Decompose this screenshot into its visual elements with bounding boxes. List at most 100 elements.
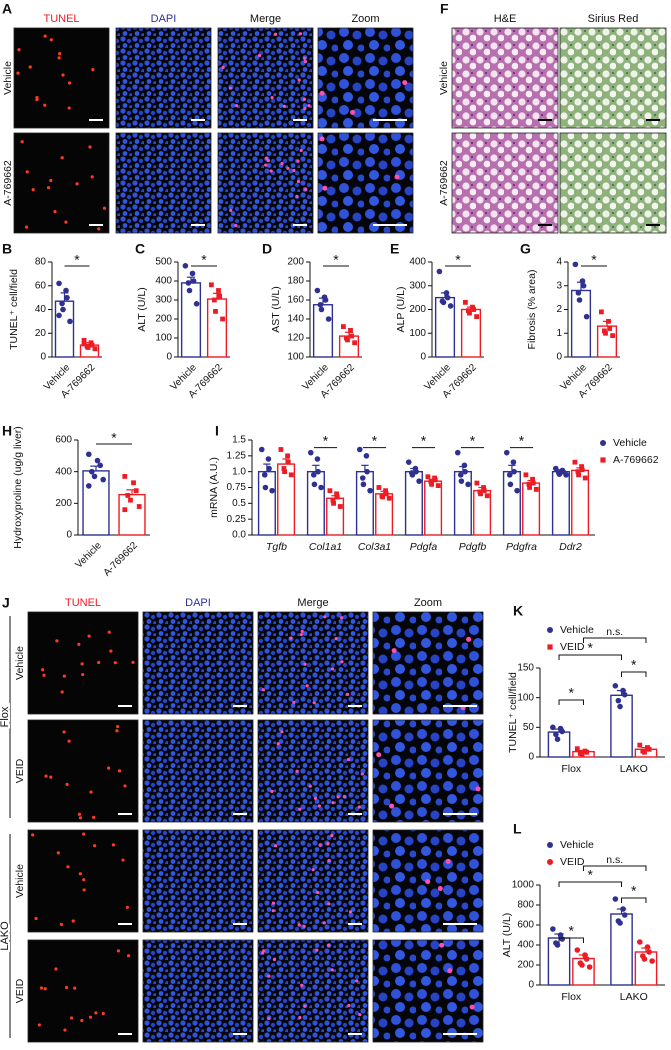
panel-letter: B (2, 241, 12, 257)
data-point (416, 478, 422, 484)
data-point (363, 453, 370, 459)
data-point (481, 488, 487, 494)
data-point (92, 346, 98, 352)
micrograph (142, 939, 254, 1043)
data-point (330, 497, 336, 503)
tunel-signal (71, 919, 75, 923)
tunel-signal (330, 968, 334, 972)
tunel-signal (286, 166, 290, 170)
data-point (185, 280, 192, 286)
data-point (122, 507, 128, 513)
tunel-signal (402, 80, 408, 86)
data-point (386, 495, 392, 501)
panel-letter: K (513, 603, 523, 619)
row-label: A-769662 (438, 160, 450, 206)
data-point (429, 481, 434, 487)
data-point (646, 746, 652, 752)
tunel-signal (131, 660, 135, 664)
tunel-signal (303, 662, 307, 666)
data-point (617, 703, 623, 710)
micrograph (115, 27, 212, 129)
column-title: H&E (494, 13, 517, 25)
tunel-signal (345, 692, 350, 696)
tunel-signal (289, 636, 293, 640)
tunel-signal (56, 851, 60, 855)
row-label: Vehicle (2, 61, 14, 95)
y-tick-label: 0.0 (232, 530, 246, 541)
tunel-signal (394, 174, 400, 180)
tunel-signal (323, 615, 327, 619)
micrograph (13, 132, 110, 234)
panel-letter: L (513, 821, 522, 837)
bar (180, 282, 202, 358)
panel-letter: J (2, 595, 10, 611)
legend-label: VEID (560, 641, 585, 653)
group-label: LAKO (0, 921, 11, 951)
tunel-signal (313, 796, 318, 800)
y-tick-label: 300 (409, 280, 426, 291)
y-tick-label: 300 (155, 295, 172, 306)
y-tick-label: 800 (517, 900, 534, 911)
data-point (367, 487, 373, 494)
tunel-signal (81, 672, 85, 677)
significance-label: * (569, 923, 575, 939)
bar (502, 470, 521, 536)
y-axis-label: TUNEL⁺ cell/field (507, 672, 519, 753)
tunel-signal (299, 632, 304, 637)
tunel-signal (350, 109, 356, 115)
y-axis-label: AST (U/L) (270, 286, 282, 332)
data-point (85, 451, 92, 458)
tunel-signal (61, 73, 65, 77)
tunel-signal (295, 769, 299, 773)
data-point (182, 263, 189, 269)
y-tick-label: 200 (517, 960, 534, 971)
y-tick-label: 3 (556, 280, 562, 291)
tunel-signal (317, 804, 321, 808)
panel-letter: D (262, 241, 272, 257)
tunel-signal (60, 156, 64, 160)
tunel-signal (475, 786, 481, 792)
data-point (447, 303, 454, 309)
tunel-signal (299, 148, 303, 153)
data-point (507, 481, 514, 488)
tunel-signal (117, 769, 122, 773)
tunel-signal (97, 227, 101, 231)
data-point (575, 290, 582, 296)
tunel-signal (25, 170, 29, 174)
data-point (265, 456, 272, 462)
legend-label: Vehicle (560, 839, 594, 851)
data-point (327, 488, 333, 494)
tunel-signal (31, 833, 35, 837)
tunel-signal (261, 951, 265, 955)
data-point (125, 493, 131, 498)
tunel-signal (24, 225, 29, 229)
data-point (59, 300, 65, 307)
y-tick-label: 120 (287, 333, 304, 344)
y-axis-label: ALP (U/L) (395, 287, 407, 333)
tunel-signal (228, 86, 233, 90)
significance-label: * (588, 867, 594, 883)
tunel-signal (82, 832, 86, 836)
tunel-signal (20, 140, 24, 144)
data-point (574, 746, 580, 752)
tunel-signal (303, 1004, 307, 1008)
x-tick-label: LAKO (620, 991, 648, 1003)
tunel-signal (282, 104, 287, 108)
data-point (317, 301, 324, 308)
data-point (216, 288, 221, 293)
data-point (637, 742, 643, 748)
tunel-signal (94, 1011, 98, 1015)
tunel-signal (300, 629, 304, 633)
data-point (644, 944, 651, 950)
data-point (559, 936, 566, 942)
tunel-signal (292, 168, 296, 173)
data-point (484, 493, 490, 499)
data-point (583, 313, 590, 320)
data-point (554, 942, 561, 948)
y-tick-label: 2 (556, 304, 562, 315)
micrograph (217, 27, 314, 129)
tunel-signal (264, 156, 268, 160)
bar (312, 304, 334, 358)
tunel-signal (75, 182, 79, 186)
